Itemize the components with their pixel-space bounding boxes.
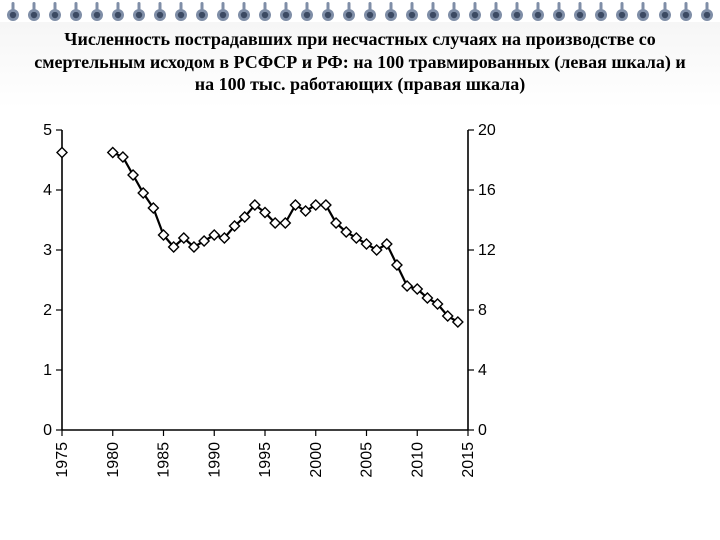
series-marker-diamond <box>301 206 311 216</box>
series-marker-diamond <box>311 200 321 210</box>
series-marker-diamond <box>128 170 138 180</box>
y-right-tick-label: 16 <box>478 182 496 199</box>
spiral-ring <box>425 2 441 22</box>
series-marker-diamond <box>402 281 412 291</box>
y-left-tick-label: 5 <box>43 122 52 139</box>
spiral-ring <box>530 2 546 22</box>
series-marker-diamond <box>453 317 463 327</box>
series-marker-diamond <box>372 245 382 255</box>
x-tick-label: 1995 <box>257 442 274 478</box>
spiral-ring <box>320 2 336 22</box>
y-left-tick-label: 1 <box>43 362 52 379</box>
spiral-ring <box>467 2 483 22</box>
y-right-tick-label: 0 <box>478 422 487 439</box>
series-marker-diamond <box>362 239 372 249</box>
spiral-ring <box>26 2 42 22</box>
series-marker-diamond <box>57 148 67 158</box>
spiral-ring <box>131 2 147 22</box>
x-tick-label: 2010 <box>409 442 426 478</box>
spiral-ring <box>699 2 715 22</box>
x-tick-label: 2000 <box>308 442 325 478</box>
y-right-tick-label: 4 <box>478 362 487 379</box>
series-marker-diamond <box>290 200 300 210</box>
series-marker-diamond <box>351 233 361 243</box>
series-marker-diamond <box>280 218 290 228</box>
spiral-ring <box>593 2 609 22</box>
y-left-tick-label: 0 <box>43 422 52 439</box>
spiral-ring <box>173 2 189 22</box>
chart: 0123450481216201975198019851990199520002… <box>12 120 708 530</box>
spiral-ring <box>446 2 462 22</box>
title-band: Численность пострадавших при несчастных … <box>0 22 720 108</box>
spiral-ring <box>614 2 630 22</box>
spiral-binding <box>0 0 720 24</box>
spiral-ring <box>215 2 231 22</box>
spiral-ring <box>635 2 651 22</box>
y-right-tick-label: 12 <box>478 242 496 259</box>
spiral-ring <box>68 2 84 22</box>
spiral-ring <box>278 2 294 22</box>
y-left-tick-label: 3 <box>43 242 52 259</box>
series-marker-diamond <box>209 230 219 240</box>
chart-svg: 0123450481216201975198019851990199520002… <box>12 120 708 530</box>
series-marker-diamond <box>108 148 118 158</box>
spiral-ring <box>152 2 168 22</box>
spiral-ring <box>299 2 315 22</box>
spiral-ring <box>551 2 567 22</box>
y-left-tick-label: 2 <box>43 302 52 319</box>
spiral-ring <box>257 2 273 22</box>
x-tick-label: 1990 <box>206 442 223 478</box>
spiral-ring <box>509 2 525 22</box>
y-right-tick-label: 8 <box>478 302 487 319</box>
x-tick-label: 2015 <box>460 442 477 478</box>
spiral-ring <box>194 2 210 22</box>
spiral-ring <box>341 2 357 22</box>
spiral-ring <box>236 2 252 22</box>
x-tick-label: 2005 <box>359 442 376 478</box>
chart-title: Численность пострадавших при несчастных … <box>24 28 696 96</box>
series-marker-diamond <box>382 239 392 249</box>
spiral-ring <box>678 2 694 22</box>
spiral-ring <box>383 2 399 22</box>
series-marker-diamond <box>321 200 331 210</box>
spiral-ring <box>110 2 126 22</box>
series-marker-diamond <box>118 152 128 162</box>
series-marker-diamond <box>199 236 209 246</box>
y-left-tick-label: 4 <box>43 182 52 199</box>
series-marker-diamond <box>392 260 402 270</box>
spiral-ring <box>404 2 420 22</box>
x-tick-label: 1975 <box>54 442 71 478</box>
spiral-ring <box>572 2 588 22</box>
x-tick-label: 1985 <box>156 442 173 478</box>
spiral-ring <box>362 2 378 22</box>
spiral-ring <box>89 2 105 22</box>
y-right-tick-label: 20 <box>478 122 496 139</box>
spiral-ring <box>657 2 673 22</box>
spiral-ring <box>488 2 504 22</box>
spiral-ring <box>5 2 21 22</box>
spiral-ring <box>47 2 63 22</box>
x-tick-label: 1980 <box>105 442 122 478</box>
